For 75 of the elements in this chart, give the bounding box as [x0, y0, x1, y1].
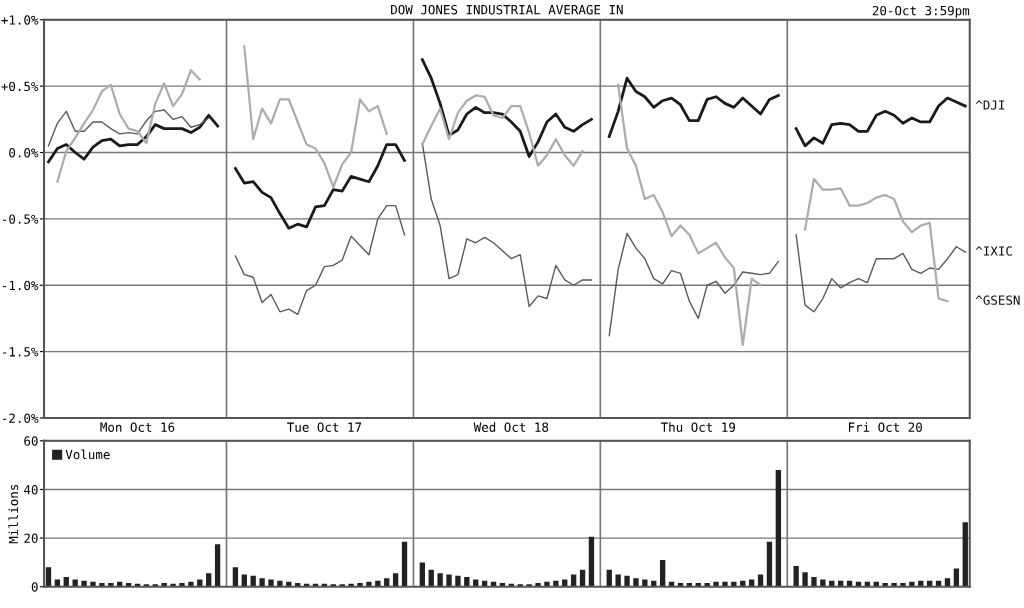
y-tick-label: 40: [24, 484, 38, 495]
series-label: ^DJI: [975, 100, 1005, 110]
bar: [820, 579, 826, 587]
y-tick-label: +0.5%: [1, 81, 39, 92]
bar: [392, 573, 399, 587]
bar: [526, 584, 532, 587]
bar: [45, 567, 52, 587]
bar: [419, 562, 425, 587]
bar: [722, 581, 728, 587]
bar: [188, 581, 194, 587]
y-tick-label: -1.0%: [3, 280, 39, 291]
bar: [99, 583, 105, 587]
text: ^GSESN: [975, 295, 1020, 305]
bar: [232, 567, 239, 587]
bar: [268, 579, 274, 587]
bar: [766, 541, 773, 587]
bar: [179, 583, 185, 587]
bar: [953, 568, 960, 587]
bar: [72, 579, 78, 587]
x-tick-label: Fri Oct 20: [848, 422, 922, 432]
bar: [731, 581, 737, 587]
bar: [900, 583, 906, 587]
bar: [446, 574, 452, 587]
bar: [206, 573, 212, 587]
y-tick-label: 20: [24, 533, 38, 544]
text: 20-Oct 3:59pm: [872, 5, 970, 18]
bar: [90, 581, 96, 587]
bar: [659, 559, 666, 587]
bar: [81, 580, 87, 587]
bar: [802, 572, 808, 587]
y-axis-title: Millions: [8, 484, 19, 544]
bar: [366, 581, 372, 587]
bar: [642, 579, 648, 587]
y-tick-label: +1.0%: [1, 15, 39, 25]
bar: [455, 575, 461, 587]
bar: [214, 544, 221, 587]
bar: [401, 541, 408, 587]
bar: [553, 580, 559, 587]
y-tick-label: 60: [24, 436, 38, 446]
y-tick-label: -1.5%: [3, 347, 39, 357]
bar: [615, 574, 621, 587]
bar: [793, 566, 799, 587]
bar: [54, 579, 61, 587]
bar: [633, 578, 639, 587]
x-tick-label: Mon Oct 16: [100, 422, 175, 432]
x-tick-label: Wed Oct 18: [473, 422, 549, 432]
bar: [437, 573, 443, 587]
bar: [357, 583, 363, 587]
bar: [535, 583, 541, 587]
bar: [704, 583, 710, 587]
bar: [277, 580, 283, 587]
y-tick-label: -0.5%: [3, 214, 39, 224]
bar: [962, 522, 968, 587]
y-tick-label: -2.0%: [3, 413, 39, 423]
bar: [748, 579, 755, 587]
bar: [909, 581, 915, 587]
bar: [588, 536, 595, 587]
bar: [882, 583, 888, 587]
bar: [259, 578, 265, 587]
y-tick-label: 0: [31, 582, 38, 592]
legend-label: Volume: [65, 449, 110, 460]
bar: [473, 579, 479, 587]
bar: [197, 579, 203, 587]
series-label: ^IXIC: [975, 246, 1012, 256]
bar: [775, 469, 782, 587]
bar: [811, 576, 817, 587]
bar: [544, 581, 550, 587]
chart-title: DOW JONES INDUSTRIAL AVERAGE IN: [391, 4, 623, 15]
y-tick-label: 0.0%: [9, 148, 39, 158]
bar: [891, 583, 897, 587]
bar: [713, 581, 719, 587]
bar: [562, 579, 568, 587]
x-tick-label: Thu Oct 19: [660, 422, 736, 432]
x-tick-label: Tue Oct 17: [287, 422, 362, 432]
bar: [624, 575, 630, 587]
